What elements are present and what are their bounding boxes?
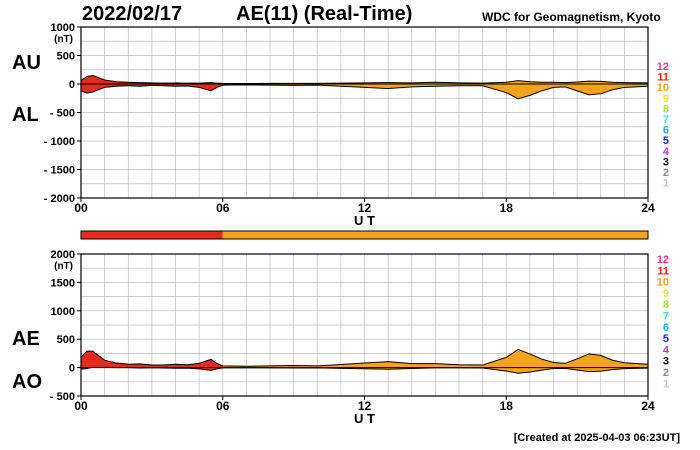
legend-level-5: 5: [663, 135, 669, 147]
status-bar-frame: [80, 230, 649, 240]
legend-level-6: 6: [663, 322, 669, 334]
y-tick-label: 0: [69, 79, 75, 91]
y-tick-label: 1500: [51, 277, 75, 289]
y-tick-label: - 1500: [44, 165, 75, 177]
y-tick-label: 1000: [51, 306, 75, 318]
series-line-ae: [80, 348, 649, 367]
status-bar-segment: [222, 231, 648, 239]
legend-level-1: 1: [663, 178, 669, 190]
x-tick-label: 12: [358, 399, 372, 413]
x-axis-label: U T: [354, 213, 375, 228]
y-tick-label: 2000: [51, 249, 75, 261]
data-source-label: WDC for Geomagnetism, Kyoto: [482, 10, 661, 24]
legend-level-8: 8: [663, 103, 669, 115]
legend-level-4: 4: [663, 146, 670, 158]
legend-level-1: 1: [663, 378, 669, 390]
legend-level-4: 4: [663, 344, 670, 356]
legend-level-9: 9: [663, 93, 669, 105]
legend-level-2: 2: [663, 367, 669, 379]
al-label: AL: [12, 104, 39, 126]
y-tick-label: - 2000: [44, 193, 75, 205]
legend-level-9: 9: [663, 288, 669, 300]
legend-level-3: 3: [663, 156, 669, 168]
y-unit-label: (nT): [54, 261, 73, 272]
panel-1: [77, 253, 649, 400]
area-fill-au-1: [222, 80, 648, 99]
legend-level-10: 10: [657, 277, 669, 289]
y-tick-label: 500: [57, 51, 75, 63]
legend-level-2: 2: [663, 167, 669, 179]
x-tick-label: 06: [216, 399, 230, 413]
series-line-au: [80, 74, 649, 85]
area-fill-ae-0: [81, 351, 223, 371]
x-tick-label: 00: [74, 201, 88, 215]
legend-level-11: 11: [657, 72, 669, 84]
created-timestamp: [Created at 2025-04-03 06:23UT]: [513, 432, 680, 444]
legend-level-7: 7: [663, 114, 669, 126]
x-tick-label: 24: [641, 201, 655, 215]
legend-level-8: 8: [663, 299, 669, 311]
au-label: AU: [12, 52, 41, 74]
x-tick-label: 06: [216, 201, 230, 215]
legend-level-12: 12: [657, 254, 669, 266]
chart-date: 2022/02/17: [82, 3, 183, 25]
legend-level-6: 6: [663, 125, 669, 137]
panel-0: [77, 26, 649, 202]
x-tick-label: 18: [500, 399, 514, 413]
x-tick-label: 12: [358, 201, 372, 215]
y-unit-label: (nT): [54, 34, 73, 45]
y-tick-label: - 500: [50, 391, 75, 403]
y-tick-label: 1000: [51, 22, 75, 34]
legend-level-11: 11: [657, 265, 669, 277]
ao-label: AO: [12, 371, 42, 393]
y-tick-label: 0: [69, 363, 75, 375]
x-tick-label: 18: [500, 201, 514, 215]
x-tick-label: 00: [74, 399, 88, 413]
x-tick-label: 24: [641, 399, 655, 413]
legend-level-12: 12: [657, 61, 669, 73]
y-tick-label: - 500: [50, 108, 75, 120]
legend-level-10: 10: [657, 82, 669, 94]
status-bar-segment: [81, 231, 223, 239]
legend-level-5: 5: [663, 333, 669, 345]
ae-label: AE: [12, 328, 40, 350]
legend-level-7: 7: [663, 311, 669, 323]
chart-title: AE(11) (Real-Time): [236, 3, 413, 25]
y-tick-label: 500: [57, 334, 75, 346]
legend-level-3: 3: [663, 356, 669, 368]
x-axis-label: U T: [354, 411, 375, 426]
series-line-al: [80, 84, 649, 100]
y-tick-label: - 1000: [44, 136, 75, 148]
